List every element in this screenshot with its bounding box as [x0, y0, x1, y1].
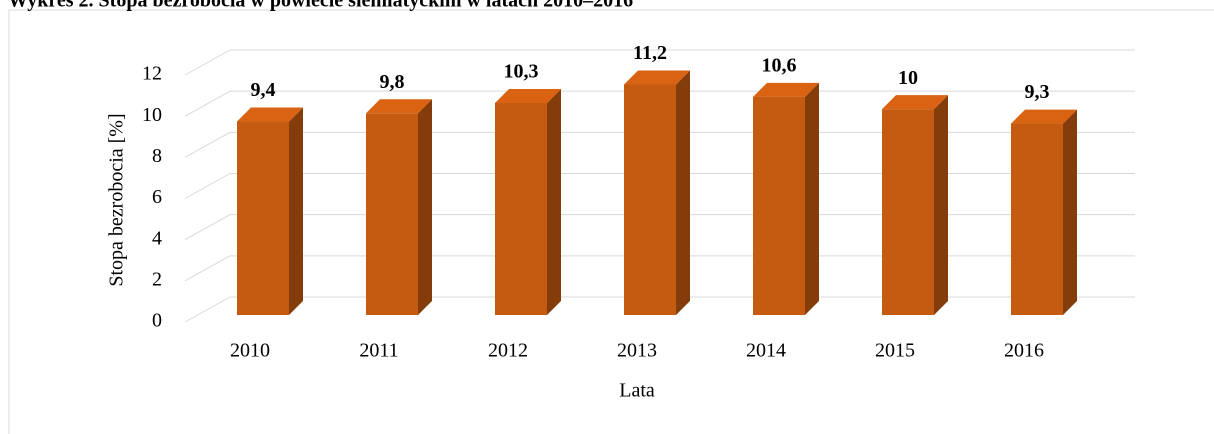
x-tick-label: 2010 [230, 340, 270, 362]
bar-top [237, 107, 303, 122]
value-label: 9,3 [1025, 81, 1050, 103]
value-label: 10,3 [504, 61, 539, 83]
bar-side [289, 107, 303, 316]
bar [624, 84, 676, 315]
x-tick-label: 2012 [488, 340, 528, 362]
bar [237, 121, 289, 316]
grid-line [184, 49, 231, 76]
value-label: 9,4 [251, 79, 276, 101]
chart-title: Wykres 2. Stopa bezrobocia w powiecie si… [8, 0, 633, 12]
bar [882, 109, 934, 316]
grid-line [184, 255, 231, 282]
x-tick-label: 2015 [875, 340, 915, 362]
y-tick-label: 2 [152, 268, 162, 290]
grid-line [184, 131, 231, 158]
bar-side [934, 95, 948, 316]
x-axis-label: Lata [619, 380, 655, 402]
y-tick-label: 12 [142, 63, 162, 85]
bar-side [418, 99, 432, 316]
bar-top [624, 70, 690, 85]
value-label: 9,8 [380, 71, 405, 93]
y-tick-label: 8 [152, 145, 162, 167]
bar [366, 113, 418, 316]
value-label: 11,2 [633, 42, 667, 64]
bar-top [1011, 109, 1077, 124]
bar-top [882, 95, 948, 110]
grid-line [184, 214, 231, 241]
x-tick-label: 2014 [746, 340, 786, 362]
value-label: 10 [898, 67, 918, 89]
bar-top [753, 82, 819, 97]
bar-side [676, 70, 690, 315]
y-tick-label: 10 [142, 104, 162, 126]
bar-side [1063, 109, 1077, 315]
bar [495, 102, 547, 315]
y-tick-label: 6 [152, 186, 162, 208]
x-tick-label: 2016 [1004, 340, 1044, 362]
grid-line [184, 90, 231, 117]
bar [753, 96, 805, 315]
x-tick-label: 2011 [359, 340, 398, 362]
chart-frame [8, 9, 1214, 434]
bar-side [805, 82, 819, 315]
bar-top [495, 88, 561, 103]
bar-top [366, 99, 432, 114]
bar-side [547, 88, 561, 315]
grid-line [184, 296, 231, 323]
y-tick-label: 0 [152, 310, 162, 332]
bar [1011, 123, 1063, 315]
x-tick-label: 2013 [617, 340, 657, 362]
grid-line [184, 173, 231, 199]
y-tick-label: 4 [152, 227, 162, 249]
value-label: 10,6 [762, 54, 797, 76]
y-axis-label: Stopa bezrobocia [%] [106, 113, 128, 286]
